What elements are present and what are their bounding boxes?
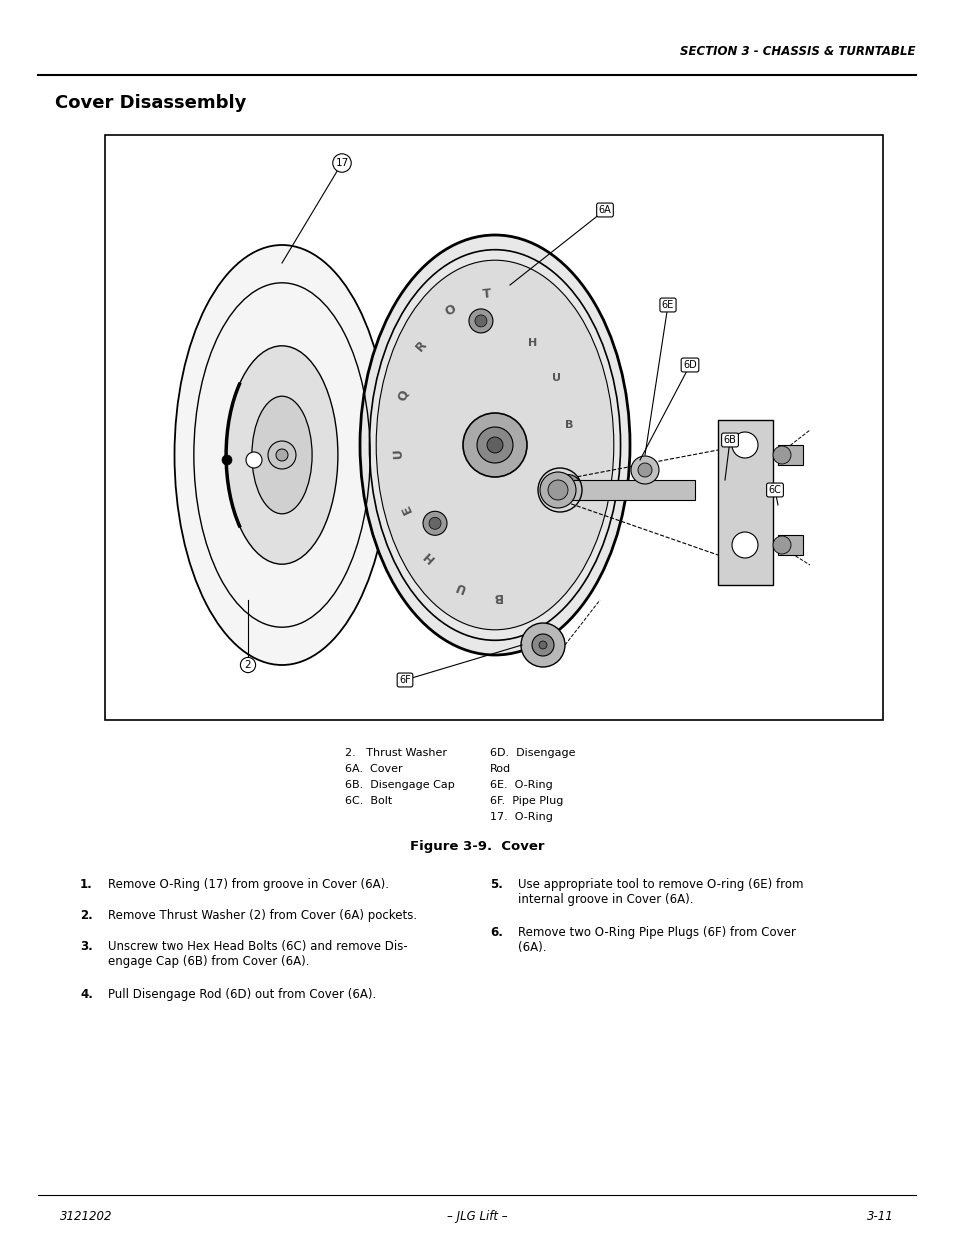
Text: 6A: 6A xyxy=(598,205,611,215)
Circle shape xyxy=(731,432,758,458)
Text: H: H xyxy=(528,338,537,348)
Text: 3.: 3. xyxy=(80,940,92,953)
Text: 2: 2 xyxy=(244,659,251,671)
Text: Rod: Rod xyxy=(490,764,511,774)
Circle shape xyxy=(462,412,526,477)
Circle shape xyxy=(562,480,574,493)
Circle shape xyxy=(429,517,440,530)
Text: O: O xyxy=(443,303,458,319)
Ellipse shape xyxy=(375,261,613,630)
Text: 6B.  Disengage Cap: 6B. Disengage Cap xyxy=(345,781,455,790)
Text: Remove Thrust Washer (2) from Cover (6A) pockets.: Remove Thrust Washer (2) from Cover (6A)… xyxy=(108,909,416,923)
Circle shape xyxy=(246,452,262,468)
Text: 6E: 6E xyxy=(661,300,674,310)
Text: H: H xyxy=(420,547,436,564)
Circle shape xyxy=(772,536,790,555)
Text: 3-11: 3-11 xyxy=(866,1210,893,1223)
Text: 3121202: 3121202 xyxy=(60,1210,112,1223)
Text: Remove two O-Ring Pipe Plugs (6F) from Cover
(6A).: Remove two O-Ring Pipe Plugs (6F) from C… xyxy=(517,926,795,953)
Ellipse shape xyxy=(252,396,312,514)
Text: 2.: 2. xyxy=(80,909,92,923)
Text: Q: Q xyxy=(395,389,411,403)
Ellipse shape xyxy=(226,346,337,564)
Text: E: E xyxy=(398,503,415,515)
Text: 6E.  O-Ring: 6E. O-Ring xyxy=(490,781,552,790)
Circle shape xyxy=(532,634,554,656)
Text: U: U xyxy=(453,578,467,594)
Text: 6C: 6C xyxy=(768,485,781,495)
Text: 6D: 6D xyxy=(682,359,696,370)
Circle shape xyxy=(475,315,486,327)
Text: B: B xyxy=(565,420,573,430)
Circle shape xyxy=(520,622,564,667)
Circle shape xyxy=(268,441,295,469)
Circle shape xyxy=(486,437,502,453)
Circle shape xyxy=(539,472,576,508)
Circle shape xyxy=(638,463,651,477)
Circle shape xyxy=(422,511,447,535)
Ellipse shape xyxy=(174,245,389,664)
Text: Remove O-Ring (17) from groove in Cover (6A).: Remove O-Ring (17) from groove in Cover … xyxy=(108,878,389,890)
Circle shape xyxy=(538,641,546,650)
Text: – JLG Lift –: – JLG Lift – xyxy=(446,1210,507,1223)
Text: R: R xyxy=(414,338,429,353)
Text: 6A.  Cover: 6A. Cover xyxy=(345,764,402,774)
Text: 6B: 6B xyxy=(722,435,736,445)
Bar xyxy=(718,420,772,585)
Text: Figure 3-9.  Cover: Figure 3-9. Cover xyxy=(410,840,543,853)
Text: 6C.  Bolt: 6C. Bolt xyxy=(345,797,392,806)
Circle shape xyxy=(547,480,567,500)
Text: 1.: 1. xyxy=(80,878,92,890)
Text: SECTION 3 - CHASSIS & TURNTABLE: SECTION 3 - CHASSIS & TURNTABLE xyxy=(679,44,915,58)
Text: Cover Disassembly: Cover Disassembly xyxy=(55,94,246,112)
Circle shape xyxy=(556,474,580,499)
Circle shape xyxy=(222,454,232,466)
Ellipse shape xyxy=(359,235,629,655)
Circle shape xyxy=(476,427,513,463)
Bar xyxy=(105,135,882,720)
Text: U: U xyxy=(552,373,560,383)
Text: U: U xyxy=(391,447,404,458)
Circle shape xyxy=(772,446,790,464)
Text: 5.: 5. xyxy=(490,878,502,890)
Text: 6.: 6. xyxy=(490,926,502,939)
Text: Unscrew two Hex Head Bolts (6C) and remove Dis-
engage Cap (6B) from Cover (6A).: Unscrew two Hex Head Bolts (6C) and remo… xyxy=(108,940,407,968)
Text: T: T xyxy=(481,288,491,301)
Text: 2.   Thrust Washer: 2. Thrust Washer xyxy=(345,748,447,758)
Text: 6F.  Pipe Plug: 6F. Pipe Plug xyxy=(490,797,563,806)
Bar xyxy=(778,535,802,555)
Text: 17.  O-Ring: 17. O-Ring xyxy=(490,811,553,823)
Bar xyxy=(778,445,802,466)
Text: 6F: 6F xyxy=(398,676,411,685)
Circle shape xyxy=(630,456,659,484)
Text: 4.: 4. xyxy=(80,988,92,1002)
Text: B: B xyxy=(492,589,501,603)
Circle shape xyxy=(731,532,758,558)
Text: 17: 17 xyxy=(335,158,348,168)
Text: Use appropriate tool to remove O-ring (6E) from
internal groove in Cover (6A).: Use appropriate tool to remove O-ring (6… xyxy=(517,878,802,906)
Circle shape xyxy=(275,450,288,461)
Text: 6D.  Disengage: 6D. Disengage xyxy=(490,748,575,758)
Text: Pull Disengage Rod (6D) out from Cover (6A).: Pull Disengage Rod (6D) out from Cover (… xyxy=(108,988,375,1002)
Circle shape xyxy=(469,309,493,333)
Bar xyxy=(558,480,695,500)
